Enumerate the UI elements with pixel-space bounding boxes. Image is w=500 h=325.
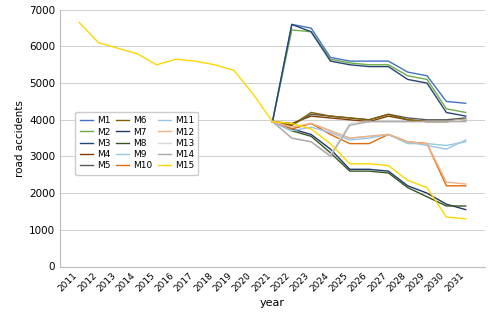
Legend: M1, M2, M3, M4, M5, M6, M7, M8, M9, M10, M11, M12, M13, M14, M15: M1, M2, M3, M4, M5, M6, M7, M8, M9, M10,… bbox=[75, 112, 198, 175]
X-axis label: year: year bbox=[260, 298, 285, 308]
Y-axis label: road accidents: road accidents bbox=[15, 100, 25, 176]
